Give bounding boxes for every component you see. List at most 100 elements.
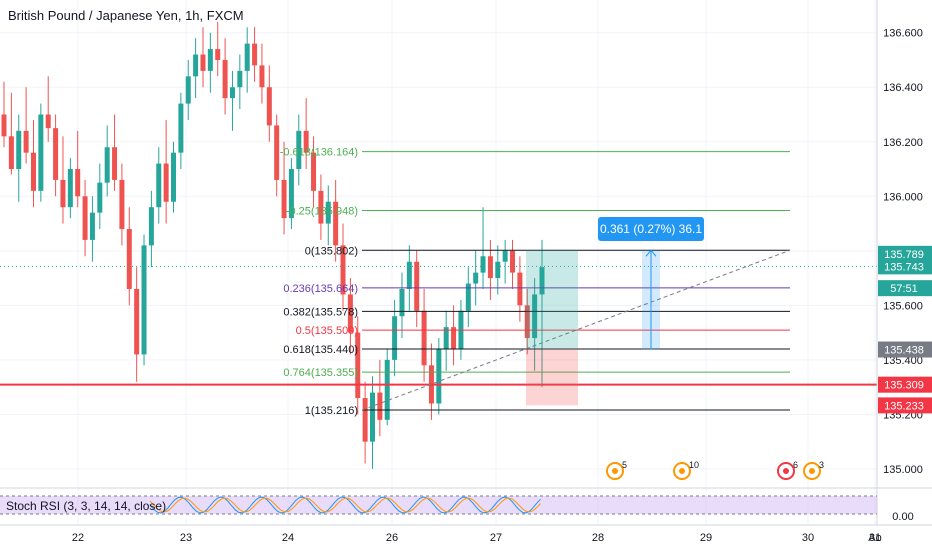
candle — [259, 43, 265, 104]
candle-body — [104, 147, 110, 183]
x-tick-label: 28 — [592, 532, 604, 544]
x-tick-label: Ao — [868, 532, 881, 544]
candle — [288, 158, 294, 230]
candle-body — [119, 179, 125, 230]
candle — [8, 92, 14, 175]
fib-level-label: -0.618(136.164) — [280, 147, 358, 159]
candle — [60, 136, 66, 224]
stoch-rsi-label: Stoch RSI (3, 3, 14, 14, close) — [6, 499, 167, 513]
candle-body — [347, 294, 353, 333]
candle-body — [97, 182, 103, 213]
candle-body — [377, 392, 383, 420]
candle — [384, 348, 390, 426]
y-tick-label: 135.400 — [883, 355, 923, 367]
stoch-tick-label: 0.00 — [892, 511, 913, 523]
candle-body — [75, 169, 81, 197]
event-marker-dot — [783, 468, 789, 474]
candle — [428, 343, 434, 420]
candle-body — [222, 59, 228, 99]
y-tick-label: 136.600 — [883, 28, 923, 40]
y-tick-label: 136.000 — [883, 191, 923, 203]
price-tag-box — [878, 397, 932, 414]
candle-body — [340, 245, 346, 295]
candle-body — [237, 70, 243, 88]
candle-body — [163, 163, 169, 202]
y-tick-label: 136.200 — [883, 137, 923, 149]
candle-body — [502, 250, 508, 262]
candle — [274, 114, 280, 197]
candle-body — [473, 272, 479, 284]
x-tick-label: 26 — [386, 532, 398, 544]
candle — [340, 223, 346, 311]
fib-level-label: 0.236(135.664) — [283, 283, 358, 295]
candle-body — [141, 245, 147, 355]
candle-body — [436, 348, 442, 404]
candle — [333, 179, 339, 262]
price-axis[interactable]: 136.600136.400136.200136.000135.800135.6… — [0, 0, 932, 526]
candle — [229, 70, 235, 131]
candle-body — [30, 152, 36, 191]
y-tick-label: 135.000 — [883, 464, 923, 476]
chart-title: British Pound / Japanese Yen, 1h, FXCM — [8, 8, 244, 23]
candle-body — [288, 169, 294, 219]
candle — [252, 27, 258, 82]
x-tick-label: 23 — [180, 532, 192, 544]
candle-body — [517, 272, 523, 306]
candle — [112, 114, 118, 191]
candle — [495, 245, 501, 295]
candle-body — [1, 114, 7, 137]
candle-body — [215, 49, 221, 60]
candle — [237, 54, 243, 110]
candle-body — [38, 114, 44, 191]
price-pane[interactable]: -0.618(136.164) -0.25(135.948) 0(135.802) 0… — [0, 21, 877, 480]
candle-body — [303, 130, 309, 153]
candle-body — [148, 207, 154, 246]
candle — [215, 21, 221, 77]
event-marker-dot — [679, 468, 685, 474]
fib-trend-line — [361, 249, 791, 411]
candle — [347, 278, 353, 355]
candle — [67, 158, 73, 219]
candle — [281, 141, 287, 235]
stoch-rsi-pane[interactable]: 0.00 — [0, 495, 914, 523]
candle-body — [207, 49, 213, 71]
candle-body — [266, 87, 272, 126]
candle-body — [171, 152, 177, 202]
price-tag-box — [878, 341, 932, 358]
candle-body — [451, 327, 457, 349]
candle-body — [369, 392, 375, 442]
candle — [487, 239, 493, 300]
candle — [193, 38, 199, 99]
y-tick-label: 135.600 — [883, 300, 923, 312]
position-loss-zone — [526, 348, 578, 406]
candle — [97, 163, 103, 230]
price-tag-box — [878, 280, 932, 297]
candle — [510, 239, 516, 289]
candle — [89, 196, 95, 262]
candle-body — [112, 147, 118, 180]
price-tag-label: 135.233 — [884, 400, 924, 412]
measure-label-box — [598, 217, 704, 241]
candle-body — [23, 130, 29, 153]
candle-body — [539, 267, 545, 295]
candle-body — [45, 114, 51, 129]
x-tick-label: 29 — [700, 532, 712, 544]
price-tag-label: 135.309 — [884, 380, 924, 392]
candle-body — [495, 261, 501, 279]
event-marker-count: 10 — [689, 460, 699, 470]
candle — [539, 239, 545, 388]
candle-body — [443, 327, 449, 349]
candle — [126, 207, 132, 306]
candle — [318, 174, 324, 240]
price-tag-label: 135.743 — [884, 261, 924, 273]
price-tag-label: 135.789 — [884, 249, 924, 261]
candle — [45, 76, 51, 142]
fib-level-label: 0.618(135.440) — [283, 344, 358, 356]
candle — [399, 272, 405, 339]
candle — [104, 125, 110, 197]
candle — [311, 136, 317, 208]
candle-body — [274, 125, 280, 180]
position-profit-zone — [526, 250, 578, 349]
